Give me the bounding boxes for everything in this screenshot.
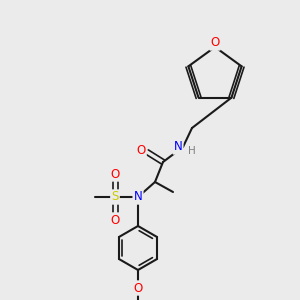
Text: N: N [134, 190, 142, 203]
Text: O: O [110, 167, 120, 181]
Text: O: O [134, 281, 142, 295]
Text: O: O [210, 37, 220, 50]
Text: S: S [111, 190, 119, 203]
Text: O: O [110, 214, 120, 226]
Text: H: H [188, 146, 196, 156]
Text: O: O [136, 143, 146, 157]
Text: N: N [174, 140, 182, 154]
